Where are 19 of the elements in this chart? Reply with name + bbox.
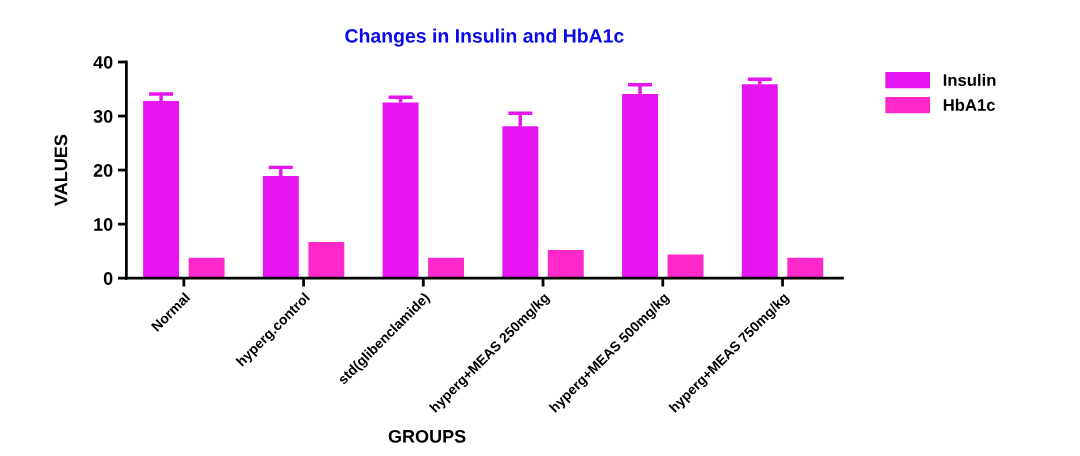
bar <box>143 100 180 279</box>
y-tick-label: 0 <box>103 272 113 285</box>
y-axis-title: VALUES <box>54 134 68 206</box>
bar <box>547 250 584 279</box>
bar <box>308 241 345 279</box>
y-tick-label: 30 <box>93 109 113 123</box>
y-tick-label: 40 <box>93 55 113 69</box>
bar <box>188 257 225 279</box>
bar <box>428 257 465 279</box>
legend-label: HbA1c <box>943 98 996 111</box>
y-tick-label: 20 <box>93 164 113 177</box>
chart-title: Changes in Insulin and HbA1c <box>345 28 624 47</box>
bar <box>741 84 778 279</box>
bar <box>787 257 824 279</box>
legend-label: Insulin <box>943 73 996 87</box>
x-axis-title: GROUPS <box>388 429 466 443</box>
bar <box>667 254 704 279</box>
bar <box>382 102 419 279</box>
y-tick-label: 10 <box>94 218 113 231</box>
